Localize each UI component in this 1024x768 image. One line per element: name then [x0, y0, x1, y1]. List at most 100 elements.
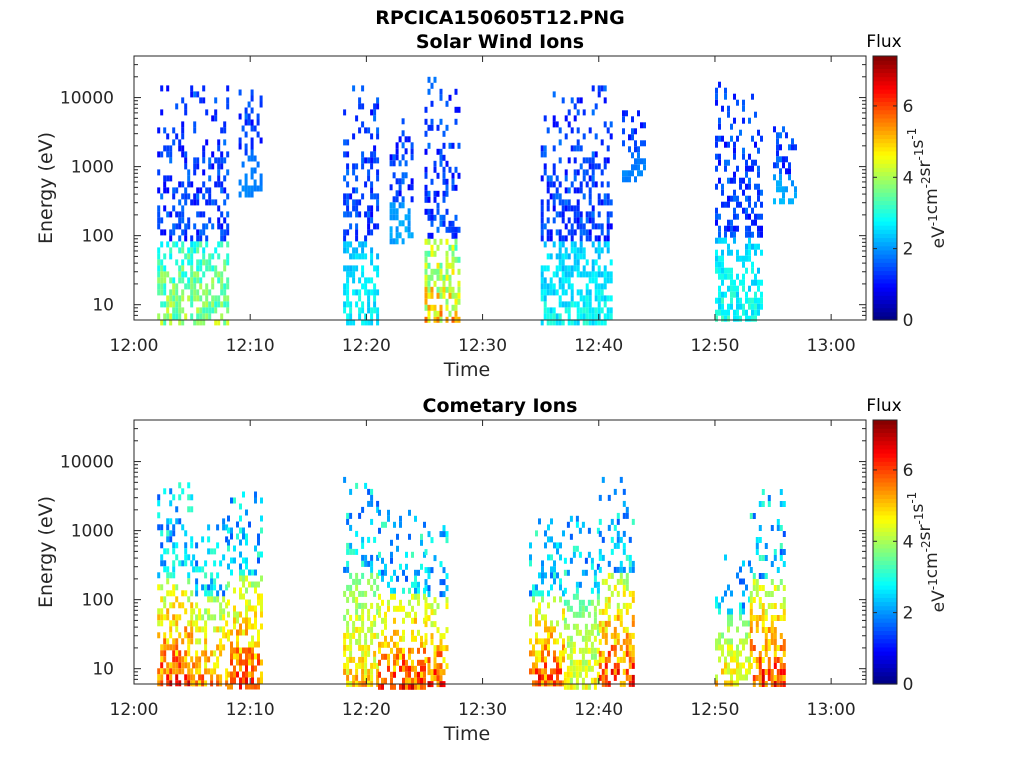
flux-cell [573, 229, 577, 236]
flux-cell [439, 220, 443, 227]
flux-cell [217, 163, 221, 170]
flux-cell [184, 560, 188, 567]
flux-cell [451, 250, 455, 257]
flux-cell [190, 506, 194, 513]
flux-cell [761, 573, 765, 579]
flux-cell [424, 621, 428, 628]
flux-cell [724, 201, 727, 208]
flux-cell [540, 229, 544, 236]
flux-cell [376, 127, 380, 134]
flux-cell [349, 301, 353, 308]
flux-cell [163, 283, 167, 290]
flux-cell [225, 620, 229, 627]
flux-cell [370, 494, 374, 501]
flux-cell [367, 578, 371, 585]
flux-cell [727, 638, 730, 645]
flux-cell [384, 569, 387, 576]
flux-cell [776, 132, 779, 139]
flux-cell [442, 292, 446, 299]
flux-cell [424, 268, 428, 275]
flux-cell [561, 241, 565, 248]
flux-cell [211, 277, 215, 284]
flux-cell [718, 117, 721, 124]
flux-cell [581, 653, 585, 660]
flux-cell [376, 602, 380, 609]
flux-cell [755, 615, 759, 621]
flux-cell [160, 229, 164, 236]
flux-cell [596, 623, 600, 630]
flux-cell [172, 127, 176, 134]
flux-cell [190, 91, 194, 98]
colorbar-step [873, 208, 897, 214]
flux-cell [411, 617, 414, 624]
flux-cell [352, 656, 356, 663]
flux-cell [733, 177, 736, 184]
flux-cell [178, 313, 182, 320]
flux-cell [556, 542, 559, 549]
flux-cell [184, 542, 188, 549]
flux-cell [625, 572, 629, 579]
flux-cell [250, 173, 254, 180]
flux-cell [204, 662, 208, 669]
flux-cell [376, 572, 380, 579]
flux-cell [257, 539, 260, 546]
flux-cell [770, 591, 774, 597]
flux-cell [157, 668, 161, 675]
flux-cell [752, 597, 756, 603]
flux-cell [169, 313, 173, 320]
flux-cell [760, 231, 763, 238]
flux-cell [622, 566, 626, 573]
flux-cell [598, 638, 602, 645]
flux-cell [588, 175, 592, 182]
flux-cell [742, 147, 745, 154]
flux-cell [779, 579, 783, 585]
flux-cell [222, 518, 226, 525]
flux-cell [727, 608, 730, 615]
flux-cell [576, 97, 580, 104]
flux-cell [352, 163, 356, 170]
flux-cell [190, 638, 194, 645]
flux-cell [585, 301, 589, 308]
flux-cell [381, 521, 384, 528]
flux-cell [430, 244, 434, 251]
flux-cell [721, 267, 724, 274]
flux-cell [202, 301, 206, 308]
flux-cell [749, 615, 753, 621]
flux-cell [427, 196, 431, 203]
flux-cell [779, 633, 783, 639]
flux-cell [730, 650, 733, 657]
flux-cell [751, 267, 754, 274]
flux-cell [239, 665, 242, 672]
flux-cell [579, 211, 583, 218]
flux-cell [199, 277, 203, 284]
flux-cell [370, 253, 374, 260]
flux-cell [745, 584, 748, 591]
colorbar-frame [872, 419, 898, 685]
flux-cell [587, 611, 591, 618]
flux-cell [427, 238, 431, 245]
flux-cell [370, 133, 374, 140]
flux-cell [555, 121, 559, 128]
flux-cell [745, 195, 748, 202]
flux-cell [454, 106, 458, 113]
flux-cell [637, 170, 640, 177]
flux-cell [253, 179, 257, 186]
flux-cell [748, 177, 751, 184]
flux-cell [757, 165, 760, 172]
flux-cell [166, 590, 170, 597]
flux-cell [411, 605, 414, 612]
flux-cell [420, 683, 423, 690]
flux-cell [349, 265, 353, 272]
flux-cell [576, 187, 580, 194]
flux-cell [199, 283, 203, 290]
flux-cell [758, 663, 762, 669]
flux-cell [205, 241, 209, 248]
flux-cell [187, 295, 191, 302]
flux-cell [408, 599, 411, 606]
flux-cell [748, 231, 751, 238]
flux-cell [606, 145, 610, 152]
flux-cell [573, 211, 577, 218]
flux-cell [190, 247, 194, 254]
flux-cell [349, 524, 353, 531]
flux-cell [208, 307, 212, 314]
